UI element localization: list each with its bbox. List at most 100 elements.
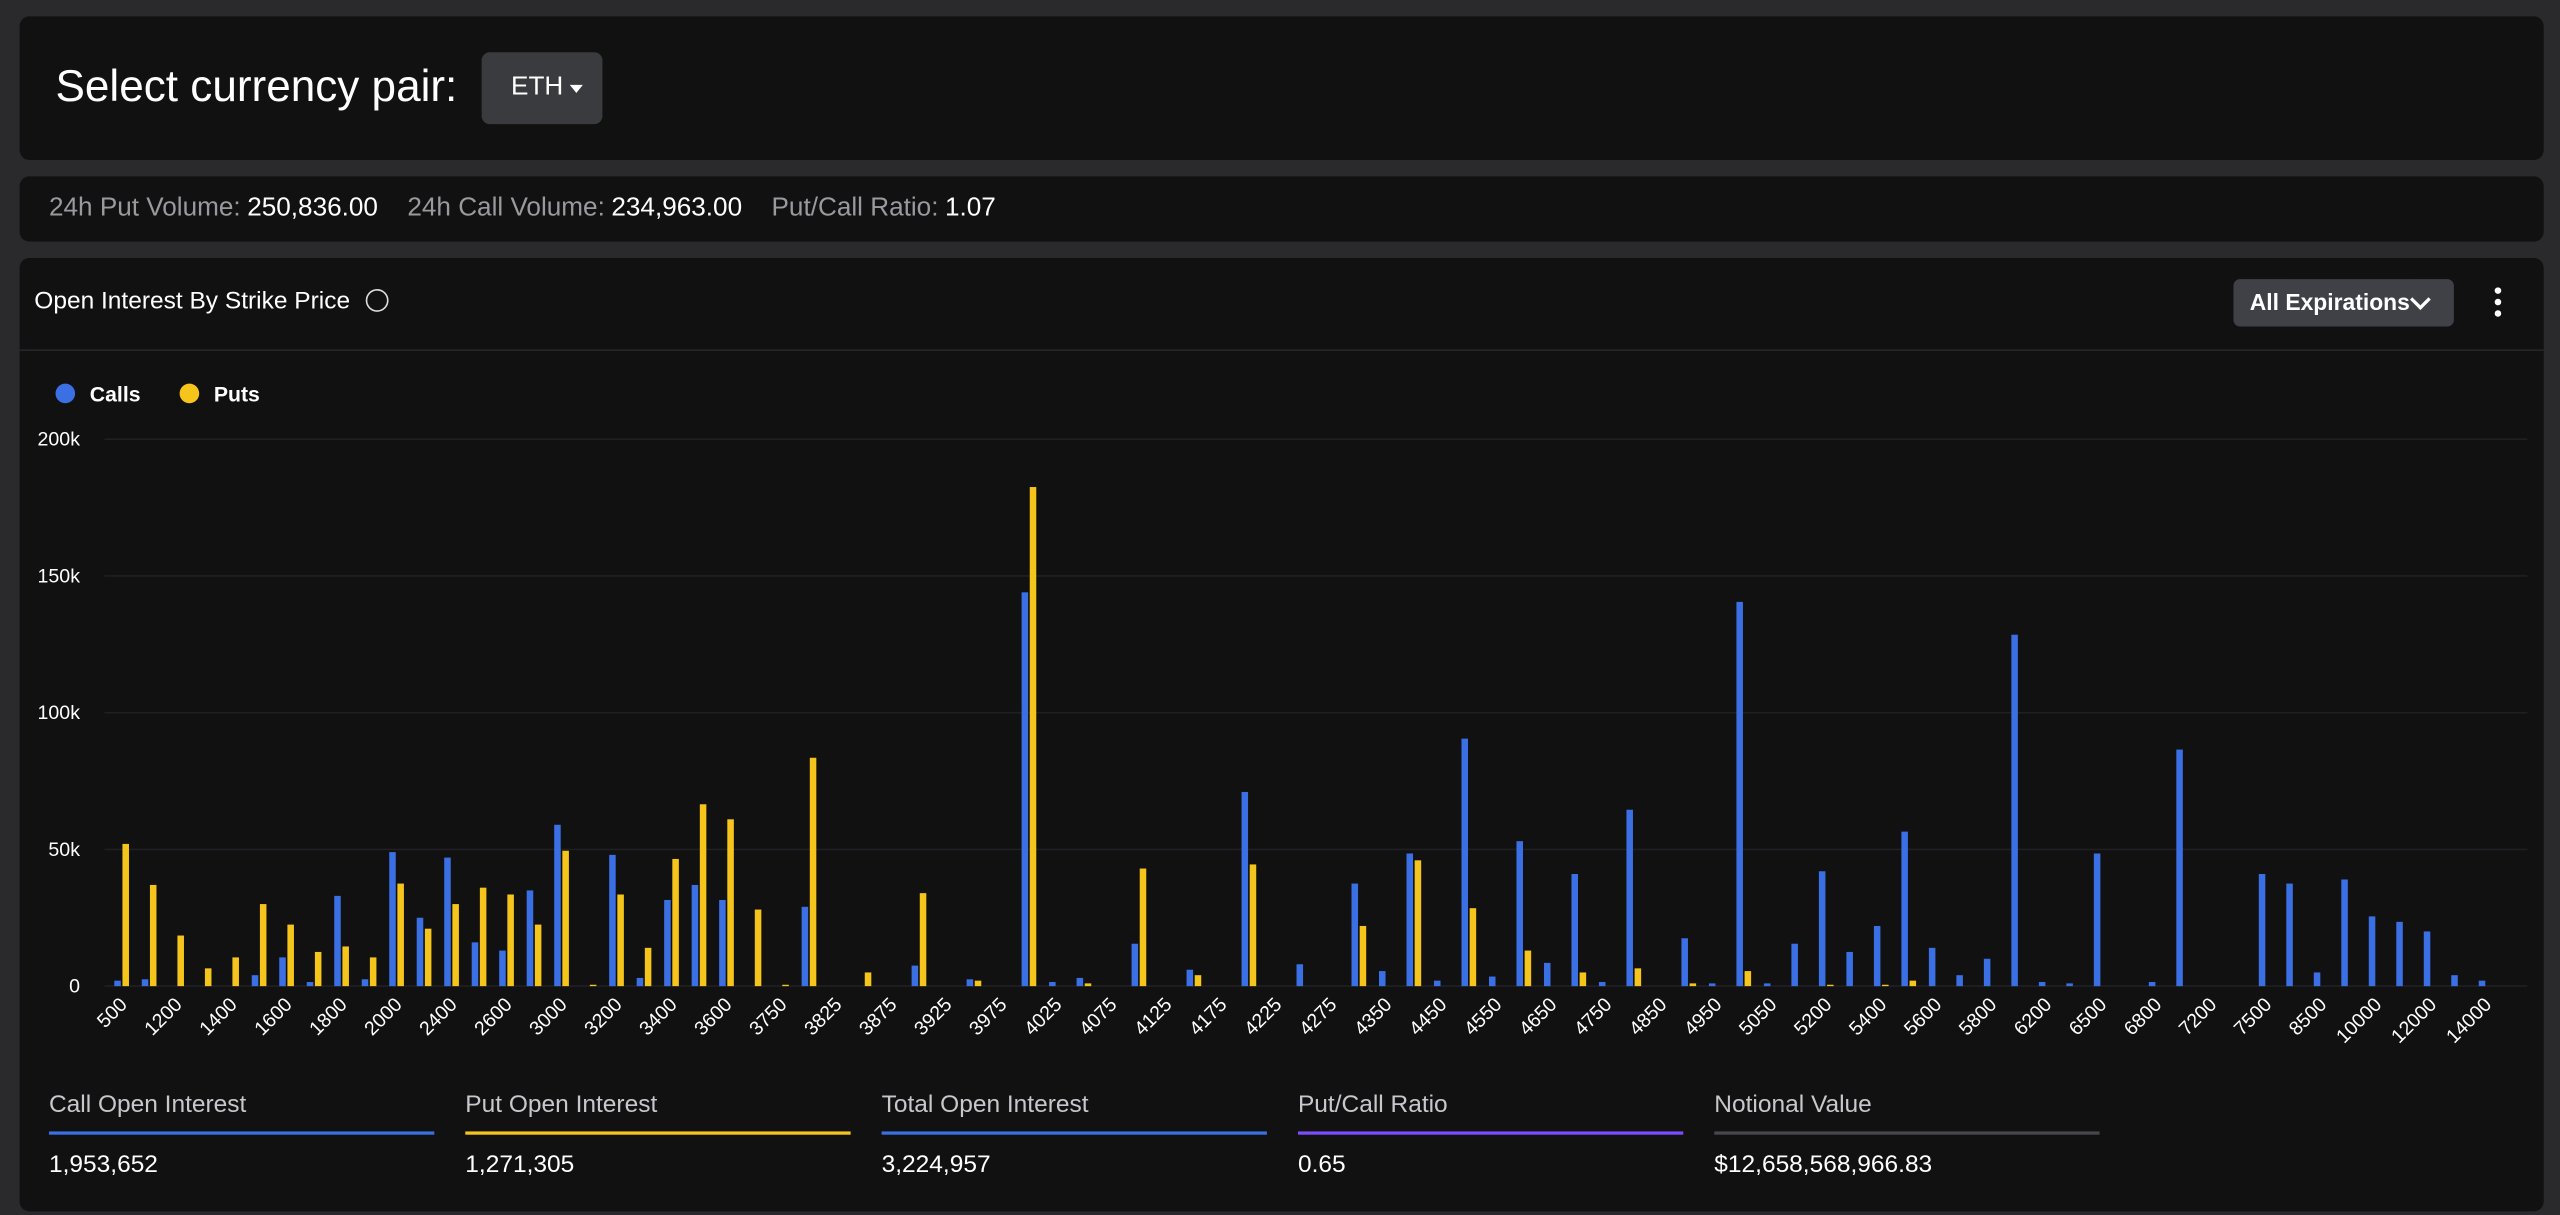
x-tick-label: 2000 (360, 994, 406, 1040)
bar (1983, 958, 1991, 987)
bar (1406, 853, 1414, 987)
bar (562, 850, 569, 987)
bar (204, 968, 212, 987)
bar (2011, 634, 2018, 987)
bar (1131, 943, 1139, 987)
x-tick-label: 3875 (855, 994, 901, 1040)
metric-underline (881, 1131, 1267, 1135)
bar (2258, 873, 2266, 987)
bar (424, 928, 432, 987)
bar (2176, 749, 2183, 987)
x-tick-label: 1400 (195, 994, 241, 1040)
metric-label: Call Open Interest (48, 1090, 247, 1119)
bar (864, 972, 872, 987)
bar (617, 894, 624, 987)
bar (122, 843, 129, 987)
bar (534, 924, 542, 987)
x-tick-label: 4125 (1130, 994, 1176, 1040)
info-icon[interactable] (365, 288, 389, 312)
bar (1928, 947, 1936, 987)
bar (1708, 983, 1716, 987)
bar (1901, 831, 1908, 987)
x-tick-label: 3600 (690, 994, 736, 1040)
bar (2066, 983, 2073, 987)
bar (1634, 968, 1642, 987)
bar (919, 893, 927, 987)
separator (19, 349, 2544, 352)
bar (279, 957, 286, 987)
bar (306, 982, 314, 987)
bar (589, 984, 597, 987)
y-tick-label: 50k (48, 839, 80, 861)
x-tick-label: 4075 (1075, 994, 1121, 1040)
bar (1488, 976, 1496, 987)
bar (1818, 871, 1826, 987)
header-title: Select currency pair: (55, 62, 458, 112)
bar (644, 947, 652, 987)
x-tick-label: 5800 (1955, 994, 2001, 1040)
bar (1516, 841, 1524, 987)
stat-value: 250,836.00 (247, 194, 378, 223)
bar (369, 957, 377, 987)
bar (507, 894, 514, 987)
bar (1571, 873, 1578, 987)
legend-label: Puts (214, 384, 260, 407)
bar (1186, 969, 1194, 987)
x-tick-label: 4650 (1515, 994, 1561, 1040)
bar (2341, 879, 2348, 987)
bar (1379, 971, 1386, 987)
currency-dropdown[interactable]: ETH (481, 52, 603, 125)
bar (672, 858, 679, 987)
metric: Put Open Interest 1,271,305 (465, 1091, 851, 1179)
bar (2093, 853, 2101, 987)
bar (2148, 982, 2156, 987)
legend-dot (179, 383, 200, 404)
metric-label: Notional Value (1714, 1090, 1872, 1119)
x-tick-label: 3400 (635, 994, 681, 1040)
bar (416, 917, 424, 987)
x-tick-label: 4275 (1295, 994, 1341, 1040)
bar (452, 904, 459, 987)
x-tick-label: 6800 (2120, 994, 2166, 1040)
x-tick-label: 5050 (1735, 994, 1781, 1040)
x-tick-label: 5200 (1790, 994, 1836, 1040)
bar (149, 884, 157, 987)
metric-value: $12,658,568,966.83 (1714, 1151, 1933, 1179)
x-tick-label: 4850 (1625, 994, 1671, 1040)
bar (1689, 983, 1697, 987)
expirations-button[interactable]: All Expirations (2233, 279, 2454, 327)
bar (1469, 908, 1477, 987)
menu-button[interactable] (2494, 287, 2502, 321)
metric-underline (465, 1131, 851, 1135)
bar (1744, 971, 1752, 987)
bar (1433, 980, 1441, 987)
metric-label: Total Open Interest (881, 1090, 1089, 1119)
x-tick-label: 3000 (525, 994, 571, 1040)
bar (1736, 601, 1743, 987)
bar (554, 824, 561, 987)
bar (232, 957, 239, 987)
x-tick-label: 12000 (2387, 994, 2441, 1048)
x-tick-label: 4550 (1460, 994, 1506, 1040)
bar (1249, 864, 1257, 987)
x-tick-label: 3200 (580, 994, 626, 1040)
bar (2313, 972, 2321, 987)
bar (1029, 487, 1037, 987)
bar (1414, 860, 1422, 987)
bar (251, 975, 259, 987)
stats-bar: 24h Put Volume: 250,836.00 24h Call Volume… (19, 176, 2544, 242)
bar (801, 906, 809, 987)
x-tick-label: 1800 (305, 994, 351, 1040)
bar (1791, 943, 1798, 987)
metric: Total Open Interest 3,224,957 (881, 1090, 1267, 1179)
metric-label: Put/Call Ratio (1297, 1090, 1448, 1119)
bar (1084, 983, 1092, 987)
x-tick-label: 1200 (140, 994, 186, 1040)
bar (314, 951, 322, 987)
metric-underline (1297, 1131, 1684, 1135)
bar (342, 946, 349, 987)
x-tick-label: 3750 (745, 994, 791, 1040)
bar (1579, 972, 1587, 987)
bar (782, 984, 789, 987)
